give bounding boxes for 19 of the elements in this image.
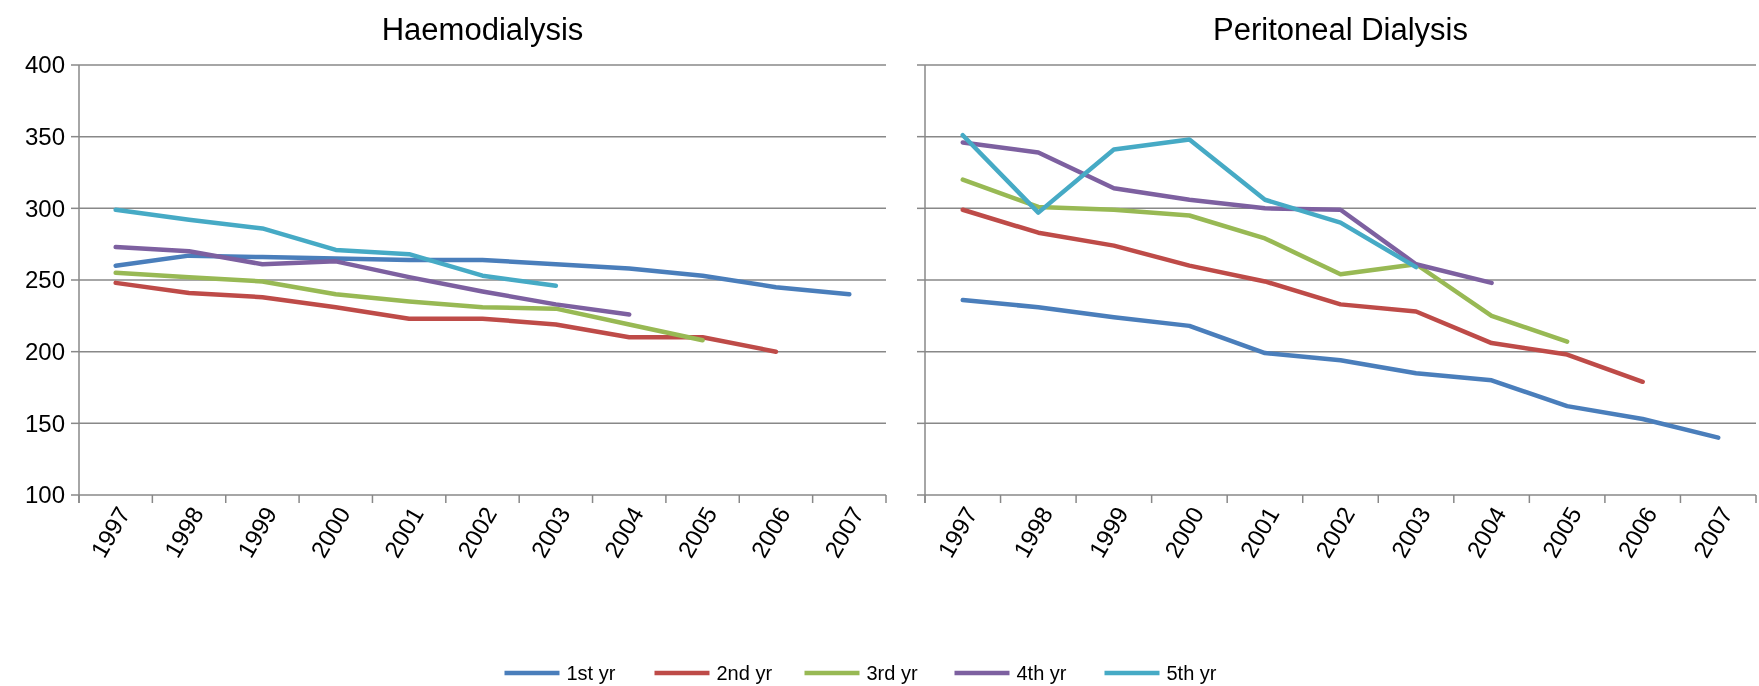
y-tick-label: 250: [24, 266, 65, 294]
y-tick-label: 200: [24, 338, 65, 366]
chart-title: Haemodialysis: [381, 12, 584, 47]
line-series: [113, 244, 632, 317]
chart-title: Peritoneal Dialysis: [1213, 12, 1468, 47]
y-tick-label: 100: [24, 481, 65, 509]
legend-label: 3rd yr: [866, 662, 918, 684]
line-series: [113, 270, 705, 343]
y-tick-label: 400: [24, 51, 65, 79]
y-tick-label: 150: [24, 409, 65, 437]
legend-label: 4th yr: [1016, 662, 1067, 684]
line-series: [113, 253, 852, 297]
legend-label: 1st yr: [566, 662, 616, 684]
legend-label: 5th yr: [1166, 662, 1217, 684]
y-tick-label: 350: [24, 123, 65, 151]
y-tick-label: 300: [24, 194, 65, 222]
legend-label: 2nd yr: [716, 662, 773, 684]
line-series: [113, 280, 779, 354]
line-series: [113, 207, 559, 288]
